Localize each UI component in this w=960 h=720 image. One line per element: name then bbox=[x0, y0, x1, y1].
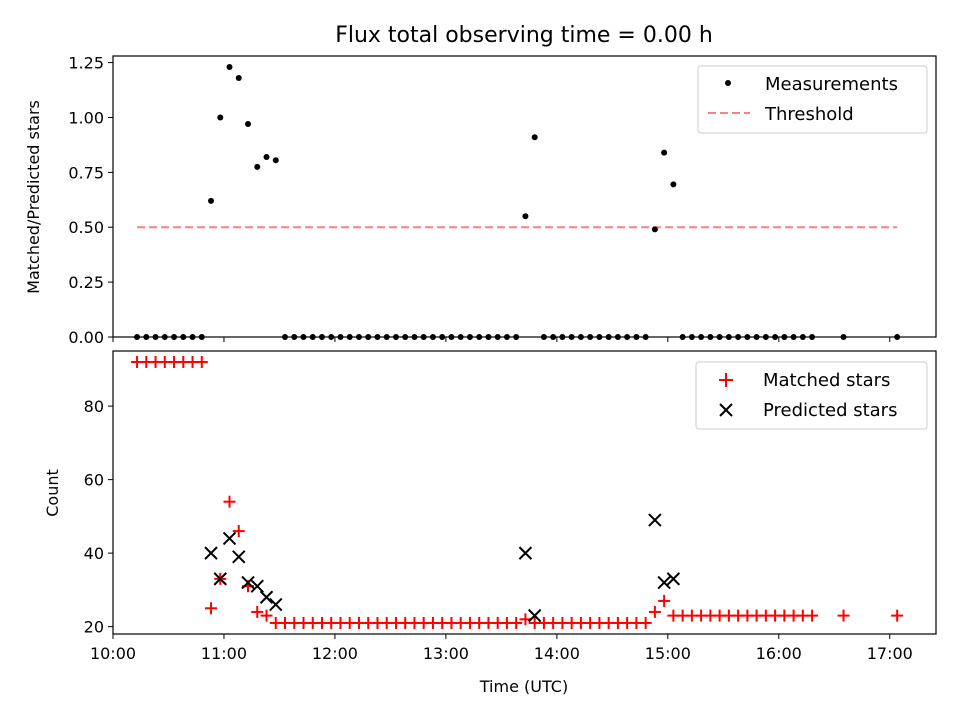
top-y-axis: 0.00 0.25 0.50 0.75 1.00 1.25 bbox=[68, 54, 113, 347]
top-plot-frame bbox=[112, 55, 937, 338]
legend-predicted-marker bbox=[719, 403, 733, 417]
bottom-y-tick-label: 20 bbox=[84, 618, 104, 637]
top-legend-box bbox=[697, 65, 928, 134]
measurement-point bbox=[651, 226, 658, 233]
predicted-star-stroke bbox=[666, 572, 681, 586]
bottom-y-axis: 20 40 60 80 bbox=[84, 397, 113, 637]
top-series-layer bbox=[134, 63, 901, 340]
predicted-star-point bbox=[204, 546, 218, 560]
legend-matched-marker bbox=[719, 373, 733, 387]
predicted-star-stroke bbox=[527, 608, 542, 623]
top-y-tick-label: 1.25 bbox=[68, 54, 104, 73]
predicted-star-stroke bbox=[657, 575, 671, 590]
predicted-star-point bbox=[241, 575, 255, 590]
predicted-star-stroke bbox=[204, 546, 218, 560]
top-chart-title: Flux total observing time = 0.00 h bbox=[335, 23, 713, 48]
top-y-tick-label: 1.00 bbox=[68, 108, 104, 127]
predicted-star-stroke bbox=[222, 531, 237, 546]
bottom-x-tick-label: 10:00 bbox=[90, 644, 136, 663]
measurement-point bbox=[263, 153, 270, 160]
measurement-point bbox=[661, 149, 668, 156]
bottom-y-tick-label: 40 bbox=[84, 544, 104, 563]
predicted-star-point bbox=[213, 572, 227, 586]
bottom-series-layer bbox=[131, 356, 904, 629]
bottom-x-tick-label: 12:00 bbox=[312, 644, 358, 663]
top-legend: Measurements Threshold bbox=[697, 65, 928, 134]
matched-star-point bbox=[232, 525, 245, 538]
matched-star-point bbox=[639, 616, 652, 629]
matched-star-point bbox=[519, 613, 532, 626]
bottom-x-tick-label: 14:00 bbox=[534, 644, 580, 663]
top-y-tick-label: 0.50 bbox=[68, 218, 104, 237]
predicted-star-point bbox=[259, 590, 274, 604]
measurement-point bbox=[522, 213, 529, 220]
bottom-y-tick-label: 60 bbox=[84, 471, 104, 490]
predicted-star-point bbox=[518, 546, 533, 560]
predicted-star-stroke bbox=[241, 575, 255, 590]
measurement-point bbox=[531, 134, 538, 141]
measurement-point bbox=[235, 74, 242, 81]
measurement-point bbox=[208, 197, 215, 204]
bottom-x-axis-label: Time (UTC) bbox=[479, 677, 568, 696]
bottom-x-tick-label: 15:00 bbox=[645, 644, 691, 663]
predicted-star-point bbox=[250, 579, 264, 593]
predicted-star-point bbox=[648, 513, 662, 527]
bottom-x-tick-label: 17:00 bbox=[867, 644, 913, 663]
matched-star-point bbox=[260, 609, 273, 622]
measurement-point bbox=[670, 181, 677, 188]
matched-star-point bbox=[195, 356, 208, 369]
matched-star-point bbox=[510, 616, 523, 629]
measurement-point bbox=[217, 114, 224, 121]
predicted-star-stroke bbox=[259, 590, 274, 604]
predicted-star-point bbox=[527, 608, 542, 623]
top-y-tick-label: 0.00 bbox=[68, 328, 104, 347]
predicted-star-point bbox=[666, 572, 681, 586]
bottom-legend-box bbox=[695, 361, 928, 430]
matched-star-point bbox=[223, 495, 236, 508]
predicted-star-stroke bbox=[648, 513, 662, 527]
bottom-y-axis-label: Count bbox=[43, 469, 62, 517]
predicted-star-point bbox=[657, 575, 671, 590]
legend-threshold-label: Threshold bbox=[764, 104, 854, 125]
measurement-point bbox=[226, 63, 233, 70]
bottom-x-tick-label: 11:00 bbox=[201, 644, 247, 663]
top-y-tick-label: 0.75 bbox=[68, 163, 104, 182]
bottom-x-tick-label: 16:00 bbox=[756, 644, 802, 663]
measurement-point bbox=[245, 121, 252, 128]
measurement-point bbox=[272, 157, 279, 164]
bottom-x-tick-label: 13:00 bbox=[423, 644, 469, 663]
predicted-star-point bbox=[222, 531, 237, 546]
matched-star-point bbox=[205, 602, 218, 615]
top-x-axis-ticks bbox=[112, 337, 891, 342]
bottom-y-tick-label: 80 bbox=[84, 397, 104, 416]
matched-star-point bbox=[251, 605, 264, 618]
bottom-x-axis: 10:00 11:00 12:00 13:00 14:00 15:00 16:00 17:00 bbox=[90, 634, 913, 663]
predicted-star-stroke bbox=[213, 572, 227, 586]
measurement-point bbox=[254, 163, 261, 170]
bottom-plot-frame bbox=[112, 350, 937, 635]
predicted-star-stroke bbox=[269, 597, 283, 612]
top-y-axis-label: Matched/Predicted stars bbox=[24, 100, 43, 294]
matched-star-point bbox=[806, 609, 819, 622]
matched-star-point bbox=[891, 609, 904, 622]
predicted-star-stroke bbox=[250, 579, 264, 593]
predicted-star-point bbox=[269, 597, 283, 612]
predicted-star-point bbox=[232, 550, 246, 564]
matched-star-point bbox=[648, 605, 661, 618]
predicted-star-stroke bbox=[232, 550, 246, 564]
bottom-legend: Matched stars Predicted stars bbox=[695, 361, 928, 430]
matched-star-point bbox=[658, 594, 671, 607]
predicted-star-stroke bbox=[518, 546, 533, 560]
matched-star-point bbox=[837, 609, 850, 622]
legend-predicted-label: Predicted stars bbox=[763, 400, 897, 421]
top-y-tick-label: 0.25 bbox=[68, 273, 104, 292]
legend-measurements-label: Measurements bbox=[765, 74, 898, 95]
legend-matched-label: Matched stars bbox=[763, 370, 890, 391]
legend-measurements-marker bbox=[725, 80, 731, 86]
